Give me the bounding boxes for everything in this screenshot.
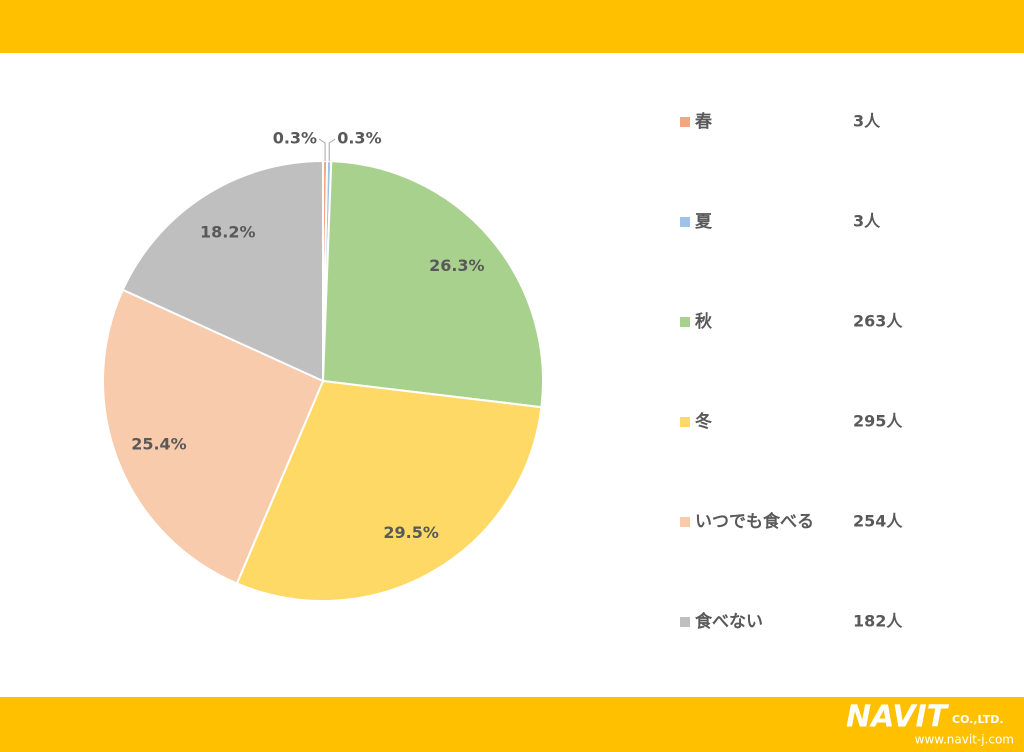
legend-marker xyxy=(680,417,690,427)
bottom-bar xyxy=(0,697,1024,752)
legend-label: 秋 xyxy=(695,311,713,332)
data-label: 25.4% xyxy=(131,434,187,453)
pie-slice xyxy=(102,288,325,585)
company: CO.,LTD. xyxy=(952,713,1004,726)
legend-count: 254人 xyxy=(853,512,903,531)
legend-marker xyxy=(680,217,690,227)
data-label: 29.5% xyxy=(383,523,439,542)
top-bar xyxy=(0,0,1024,53)
leader-line xyxy=(328,138,336,162)
pie-slice xyxy=(121,159,324,383)
legend-label: 夏 xyxy=(695,212,713,232)
pie-slice xyxy=(321,160,544,409)
data-label: 0.3% xyxy=(273,129,317,148)
pie-slice xyxy=(235,379,543,602)
logo: NAVIT xyxy=(846,700,950,735)
legend-count: 3人 xyxy=(853,212,881,231)
data-label: 0.3% xyxy=(337,129,381,148)
legend-marker xyxy=(680,517,690,527)
data-label: 18.2% xyxy=(200,222,256,241)
legend-label: 春 xyxy=(695,111,712,132)
url: www.navit-j.com xyxy=(915,733,1014,747)
data-label: 26.3% xyxy=(429,256,485,275)
legend-marker xyxy=(680,617,690,627)
legend-label: 食べない xyxy=(695,611,763,632)
leader-line xyxy=(318,138,326,162)
legend-count: 182人 xyxy=(853,612,903,631)
legend-label: いつでも食べる xyxy=(695,511,814,532)
legend-count: 263人 xyxy=(853,312,903,331)
legend-marker xyxy=(680,317,690,327)
legend-count: 295人 xyxy=(853,412,903,431)
legend-marker xyxy=(680,117,690,127)
legend-count: 3人 xyxy=(853,112,881,131)
legend-label: 冬 xyxy=(695,411,712,432)
